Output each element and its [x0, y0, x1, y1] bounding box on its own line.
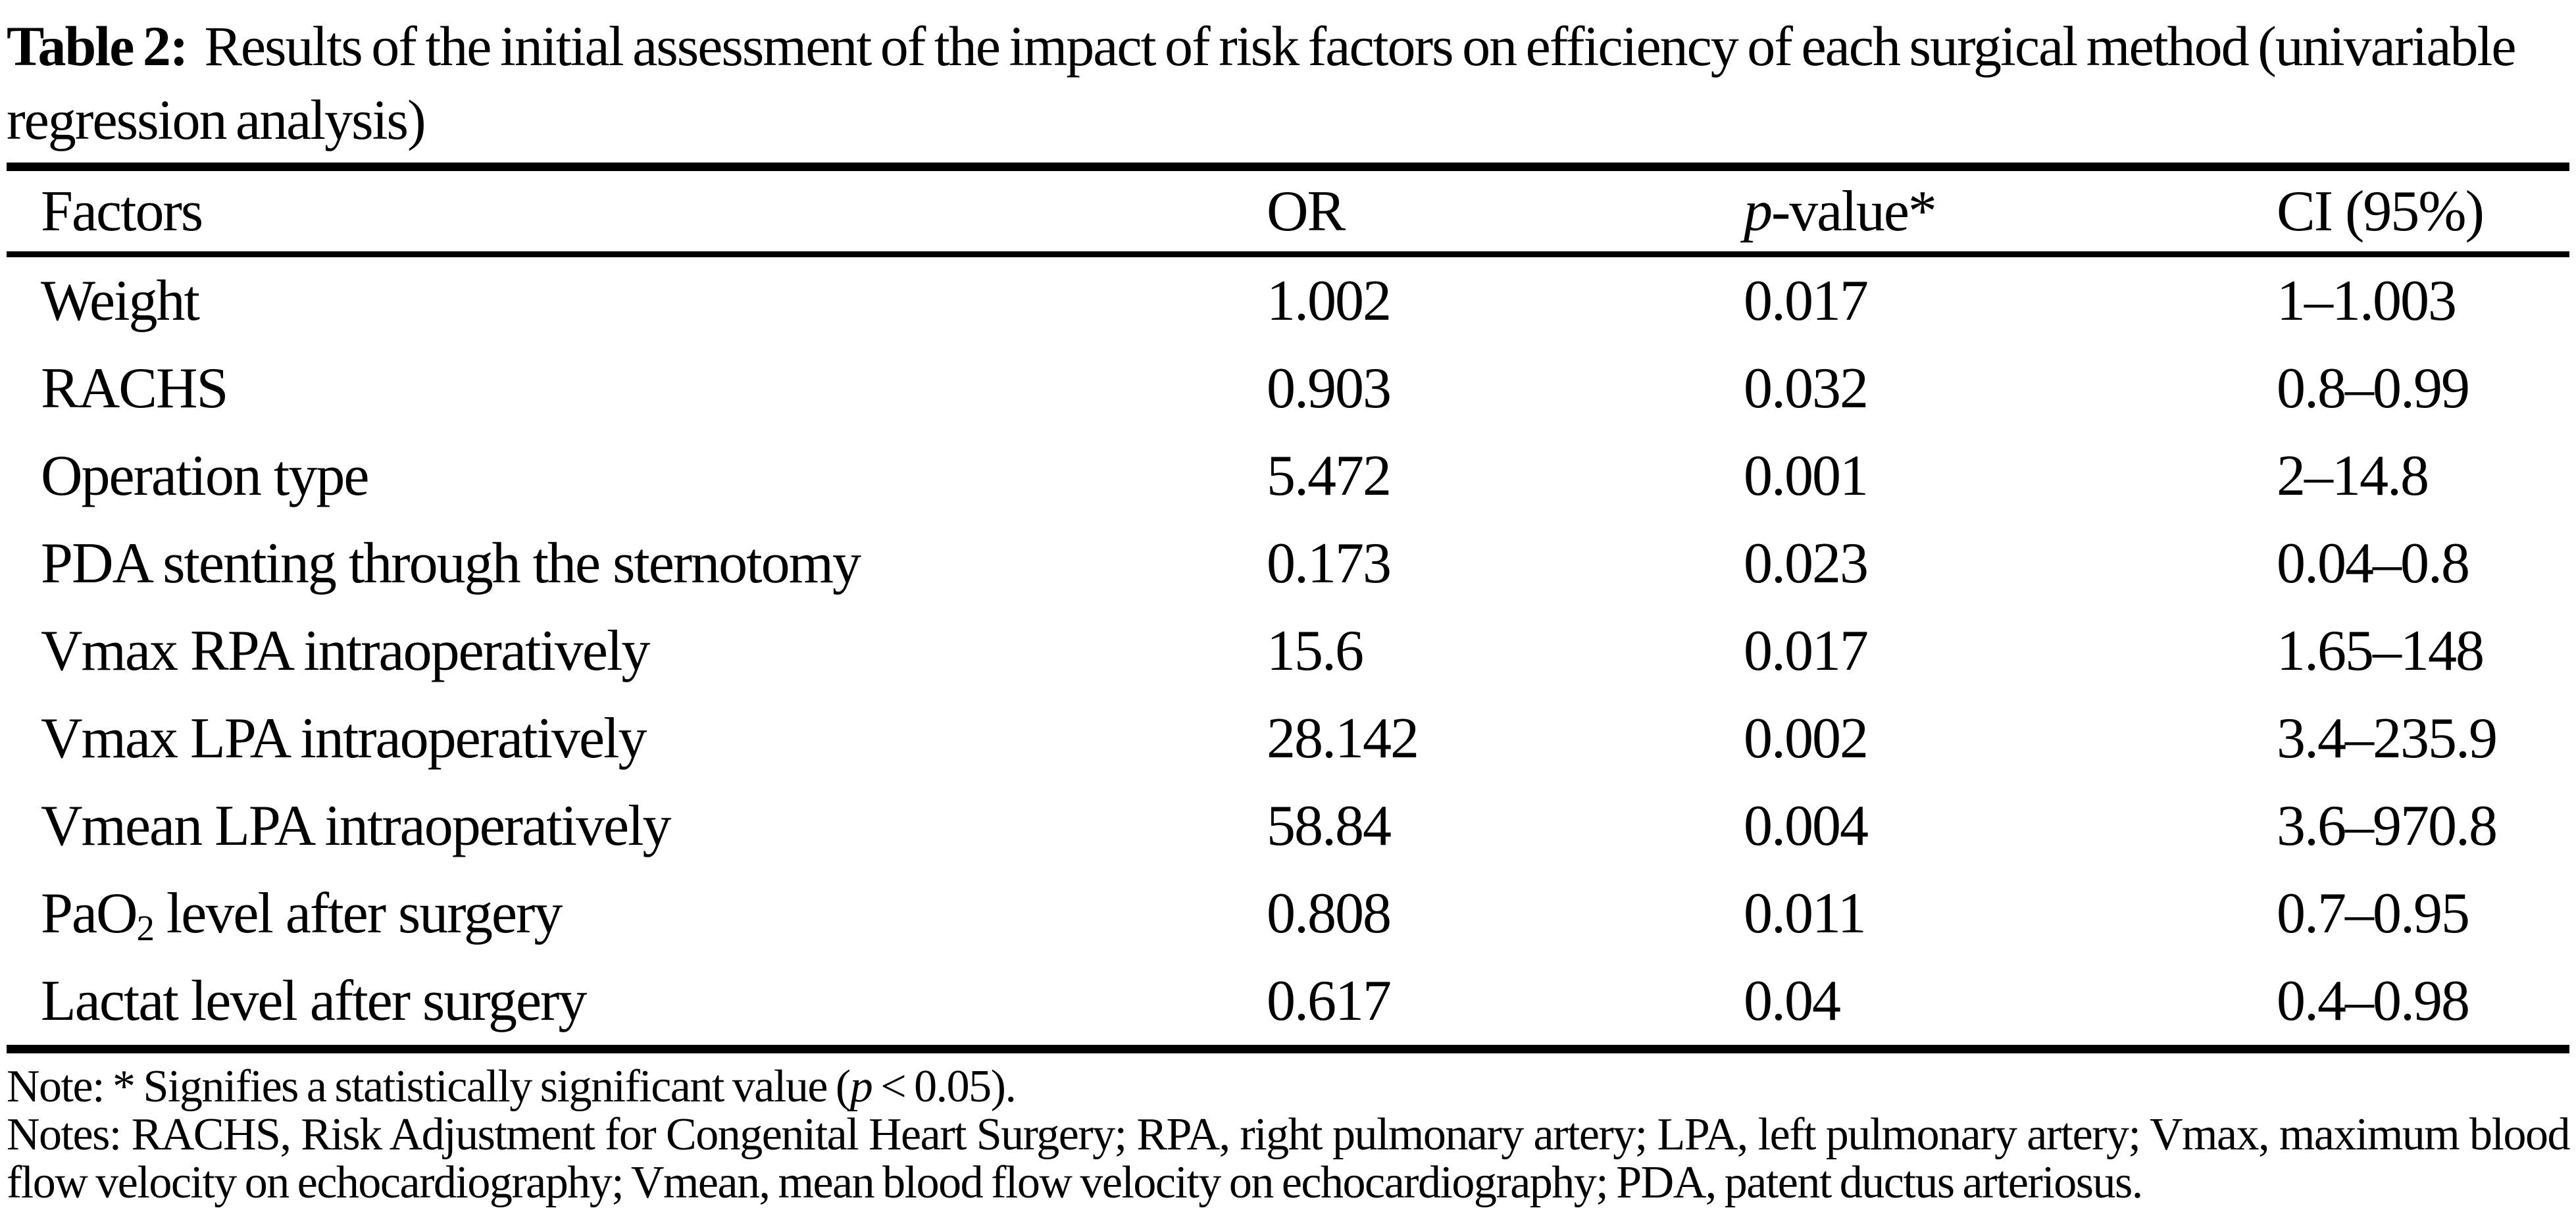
ci-cell: 0.7–0.95	[2277, 882, 2470, 945]
or-cell: 0.173	[1267, 532, 1392, 595]
or-cell: 5.472	[1267, 444, 1392, 508]
factor-cell: Operation type	[41, 444, 369, 508]
column-header-or: OR	[1267, 166, 1744, 257]
table-row: PDA stenting through the sternotomy 0.173…	[7, 520, 2569, 607]
factor-cell: PaO2 level after surgery	[41, 882, 563, 948]
ci-cell: 2–14.8	[2277, 444, 2429, 508]
or-cell: 0.903	[1267, 357, 1392, 420]
table-caption-label: Table 2:	[7, 14, 188, 78]
table-row: Weight 1.002 0.017 1–1.003	[7, 255, 2569, 345]
table-row: Vmax RPA intraoperatively 15.6 0.017 1.65–1…	[7, 607, 2569, 695]
factor-cell: Vmean LPA intraoperatively	[41, 794, 672, 858]
table-header-row: Factors OR p-value* CI (95%)	[7, 166, 2569, 257]
ci-cell: 3.4–235.9	[2277, 707, 2498, 770]
or-cell: 58.84	[1267, 794, 1392, 858]
ci-cell: 1.65–148	[2277, 619, 2485, 683]
factor-cell: Vmax RPA intraoperatively	[41, 619, 650, 683]
p-value-cell: 0.032	[1744, 357, 1869, 420]
column-header-p-value: p-value*	[1744, 166, 2277, 257]
factor-cell: Vmax LPA intraoperatively	[41, 707, 647, 770]
factor-cell: PDA stenting through the sternotomy	[41, 532, 861, 595]
factor-cell: Weight	[41, 269, 200, 333]
table-body: Weight 1.002 0.017 1–1.003 RACHS 0.903 0.032 0.…	[7, 255, 2569, 1049]
p-value-cell: 0.004	[1744, 794, 1869, 858]
regression-results-table: Factors OR p-value* CI (95%) Weight 1.002…	[7, 163, 2569, 1053]
p-value-cell: 0.04	[1744, 969, 1841, 1033]
column-header-factors: Factors	[7, 166, 1267, 257]
or-cell: 28.142	[1267, 707, 1419, 770]
column-header-ci: CI (95%)	[2277, 166, 2569, 257]
table-row: Lactat level after surgery 0.617 0.04 0.4–0…	[7, 957, 2569, 1049]
table-row: Vmax LPA intraoperatively 28.142 0.002 3.4–…	[7, 695, 2569, 782]
ci-cell: 0.04–0.8	[2277, 532, 2470, 595]
table-row: Operation type 5.472 0.001 2–14.8	[7, 432, 2569, 520]
or-cell: 1.002	[1267, 269, 1392, 333]
ci-cell: 3.6–970.8	[2277, 794, 2498, 858]
p-value-cell: 0.011	[1744, 882, 1867, 945]
or-cell: 0.808	[1267, 882, 1392, 945]
or-cell: 15.6	[1267, 619, 1364, 683]
table-row: Vmean LPA intraoperatively 58.84 0.004 3.6–…	[7, 782, 2569, 870]
table-row: PaO2 level after surgery 0.808 0.011 0.7–0.…	[7, 870, 2569, 957]
p-value-cell: 0.017	[1744, 269, 1869, 333]
p-value-cell: 0.017	[1744, 619, 1869, 683]
ci-cell: 0.8–0.99	[2277, 357, 2470, 420]
table-caption-text: Results of the initial assessment of the…	[7, 14, 2517, 151]
ci-cell: 0.4–0.98	[2277, 969, 2470, 1033]
table-row: RACHS 0.903 0.032 0.8–0.99	[7, 345, 2569, 432]
abbreviations-note: Notes: RACHS, Risk Adjustment for Congen…	[7, 1109, 2571, 1208]
factor-cell: RACHS	[41, 357, 228, 420]
table-caption: Table 2: Results of the initial assessmen…	[7, 9, 2569, 157]
p-value-cell: 0.002	[1744, 707, 1869, 770]
or-cell: 0.617	[1267, 969, 1392, 1033]
significance-note: Note: * Signifies a statistically signif…	[7, 1061, 1017, 1112]
p-value-cell: 0.023	[1744, 532, 1869, 595]
p-value-cell: 0.001	[1744, 444, 1869, 508]
factor-cell: Lactat level after surgery	[41, 969, 587, 1033]
ci-cell: 1–1.003	[2277, 269, 2457, 333]
